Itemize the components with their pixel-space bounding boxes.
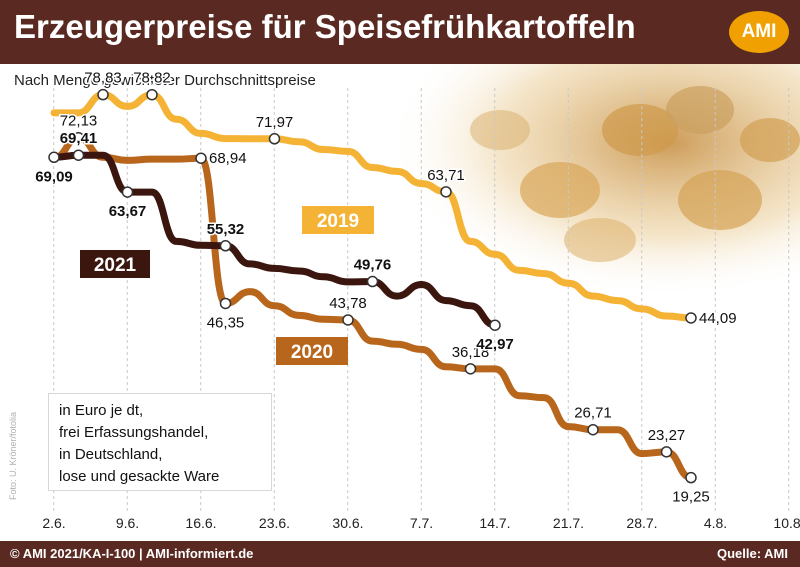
series-tag-label-2019: 2019 [317,211,359,232]
series-2020-point [685,471,697,484]
x-tick-label: 30.6. [332,515,363,531]
series-2020-point [587,423,599,436]
series-2020-data-label: 26,71 [574,405,612,422]
header-bar [0,0,800,64]
series-2019-data-label: 44,09 [699,310,737,327]
unit-note-line: frei Erfassungshandel, [59,424,209,441]
series-2019-data-label: 71,97 [256,114,294,131]
x-tick-label: 2.6. [42,515,65,531]
series-2021-point [219,240,232,252]
photo-credit: Foto: U. Kröner/fotolia [8,411,18,500]
chart-subtitle: Nach Menge gewichteter Durchschnittsprei… [14,72,316,89]
series-2020-data-label: 72,13 [60,113,98,130]
series-2020-point [72,131,85,144]
unit-note-line: in Deutschland, [59,446,163,463]
series-2019-point [685,312,697,324]
series-2021-point [489,319,501,331]
series-2021-point [121,186,134,198]
ami-logo: AMI [729,11,789,53]
unit-note-box: in Euro je dt, frei Erfassungshandel, in… [48,393,272,491]
series-tag-2021 [80,250,150,278]
series-2020-point [342,314,354,326]
footer-source: Quelle: AMI [716,546,788,561]
x-tick-label: 14.7. [479,515,510,531]
series-2020-point [195,152,207,164]
series-2020-data-label: 43,78 [329,295,367,312]
series-2021-data-label: 69,09 [35,168,73,185]
series-tags: 2019 2021 2020 [80,206,374,365]
series-2020-data-label: 36,18 [452,344,490,361]
series-2020-data-label: 19,25 [672,489,710,506]
series-2019-line [50,91,695,322]
series-2019-point [268,133,281,145]
x-tick-label: 21.7. [553,515,584,531]
x-tick-label: 28.7. [626,515,657,531]
series-tag-label-2021: 2021 [94,255,137,276]
footer-bar [0,541,800,567]
series-2020-data-label: 23,27 [648,427,686,444]
series-2020-point [464,363,477,375]
x-tick-label: 4.8. [704,515,727,531]
x-tick-label: 7.7. [410,515,433,531]
x-tick-label: 16.6. [185,515,216,531]
data-labels: 78,83 78,82 71,97 63,71 44,09 72,13 68,94 46,35… [34,68,738,507]
series-2020-point [219,297,232,310]
background-photo [330,64,800,324]
x-axis-ticks: 2.6. 9.6. 16.6. 23.6. 30.6. 7.7. 14.7. 21.7. 28.… [42,515,800,531]
series-2019-point [440,186,452,198]
series-tag-2020 [276,337,348,365]
grid [53,88,790,512]
series-2021-data-label: 63,67 [109,203,147,220]
series-2021-data-label: 42,97 [476,336,514,353]
series-2019-data-label: 78,82 [133,70,171,87]
series-2019-data-label: 78,83 [84,70,122,87]
unit-note-line: lose und gesackte Ware [59,468,220,485]
x-tick-label: 10.8. [773,515,800,531]
series-2020-point [660,446,673,458]
x-tick-label: 9.6. [116,515,139,531]
series-2021-point [72,149,85,161]
unit-note-line: in Euro je dt, [59,402,144,419]
markers [48,88,697,484]
series-2021-point [366,275,379,288]
x-tick-label: 23.6. [259,515,290,531]
series-2021-point [48,151,60,164]
series-2020-line [50,134,695,482]
series-2019-point [146,88,158,101]
series-2019-point [97,88,109,101]
series-tag-2019 [302,206,374,234]
series-2020-data-label: 46,35 [207,314,245,331]
series-2021-data-label: 55,32 [207,221,245,238]
series-2021-data-label: 69,41 [60,130,98,147]
series-2019-data-label: 63,71 [427,167,465,184]
footer-copyright: © AMI 2021/KA-I-100 | AMI-informiert.de [10,546,254,561]
chart-title: Erzeugerpreise für Speisefrühkartoffeln [14,8,636,45]
series-2020-data-label: 68,94 [209,150,247,167]
series-tag-label-2020: 2020 [291,342,333,363]
series-2021-data-label: 49,76 [354,257,392,274]
